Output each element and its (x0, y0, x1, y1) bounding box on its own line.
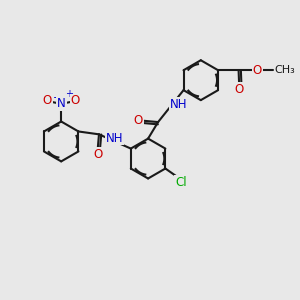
Text: N: N (57, 97, 66, 110)
Text: CH₃: CH₃ (275, 65, 296, 75)
Text: NH: NH (106, 131, 123, 145)
Text: −: − (52, 93, 62, 103)
Text: +: + (65, 89, 73, 99)
Text: O: O (93, 148, 102, 161)
Text: O: O (134, 114, 143, 127)
Text: O: O (71, 94, 80, 107)
Text: NH: NH (170, 98, 188, 111)
Text: O: O (42, 94, 52, 107)
Text: Cl: Cl (175, 176, 187, 189)
Text: O: O (253, 64, 262, 77)
Text: O: O (235, 82, 244, 95)
